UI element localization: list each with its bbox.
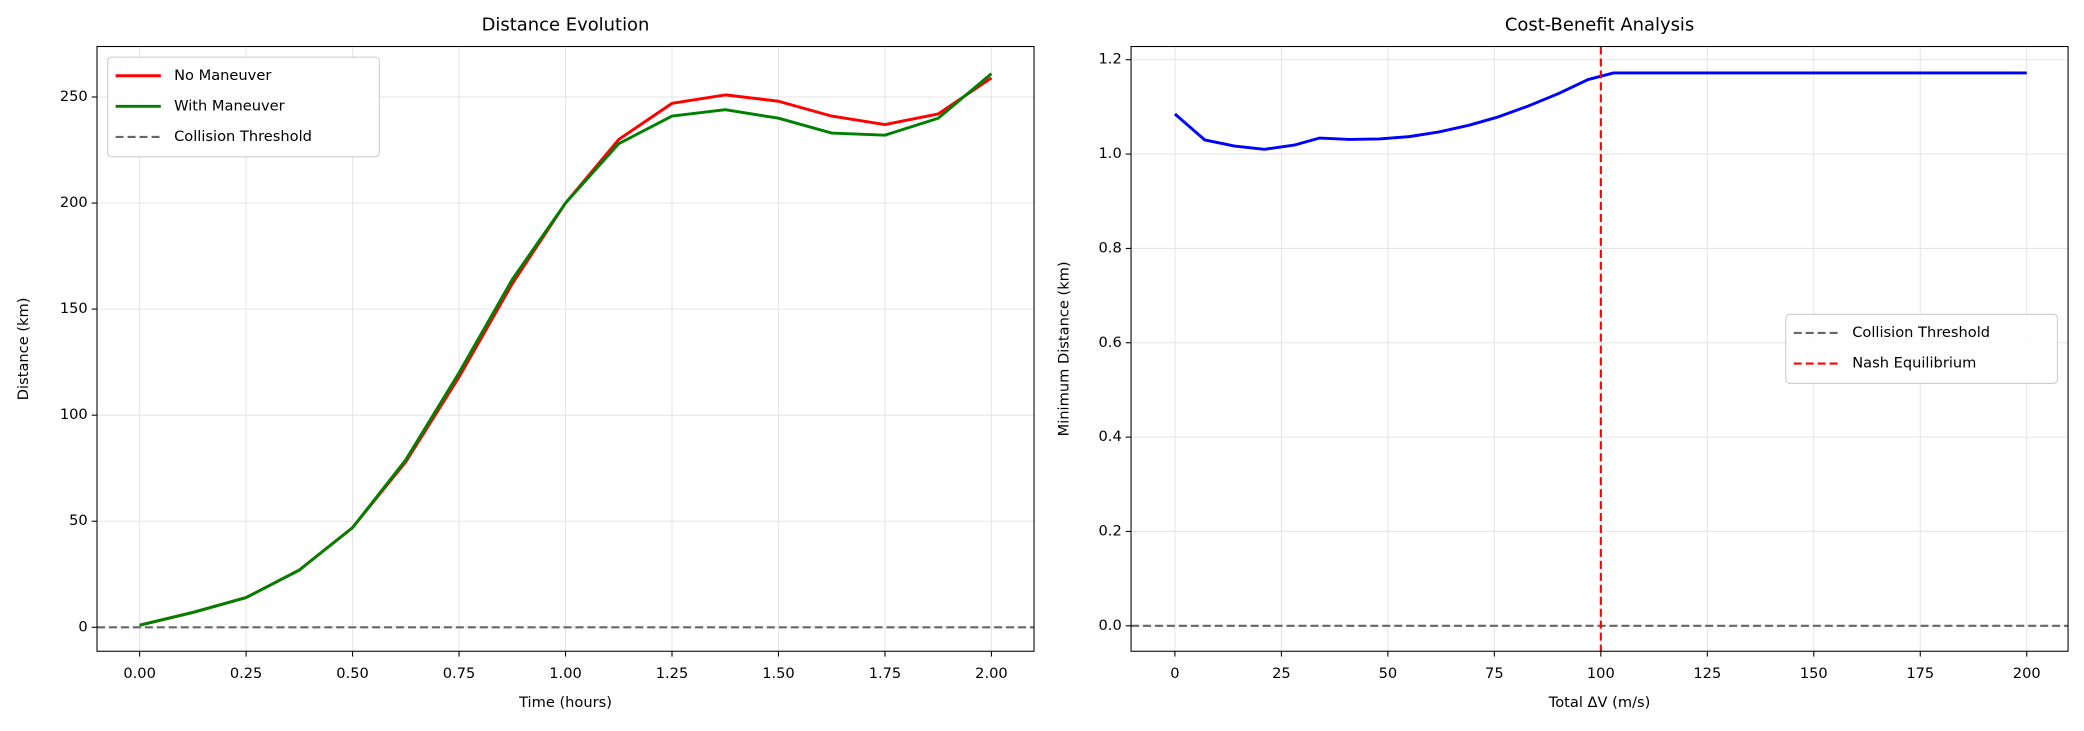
x-tick-label: 1.00 [549,665,582,682]
x-tick-label: 0.75 [443,665,476,682]
y-axis-label: Minimum Distance (km) [1056,261,1073,436]
y-tick-label: 0.6 [1099,334,1122,351]
legend-label: With Maneuver [174,97,285,114]
legend-label: Collision Threshold [1852,324,1990,341]
x-tick-label: 75 [1485,665,1504,682]
chart-title: Distance Evolution [482,14,650,35]
x-axis-label: Time (hours) [518,694,612,711]
x-tick-label: 100 [1587,665,1615,682]
x-tick-label: 1.25 [656,665,689,682]
legend-box [1785,313,2058,384]
y-tick-label: 100 [60,406,88,423]
y-tick-label: 1.2 [1099,51,1122,68]
y-tick-label: 1.0 [1099,145,1122,162]
x-axis-label: Total ΔV (m/s) [1548,694,1651,711]
legend-label: No Maneuver [174,67,271,84]
y-tick-label: 0.4 [1099,428,1122,445]
x-tick-label: 2.00 [975,665,1008,682]
y-tick-label: 150 [60,300,88,317]
axes-frame [1130,45,2069,652]
y-tick-label: 0.0 [1099,617,1122,634]
legend-label: Collision Threshold [174,128,312,145]
legend: No Maneuver With Maneuver Collision Thresh… [107,56,380,158]
x-tick-label: 0.50 [336,665,369,682]
y-tick-label: 0.8 [1099,239,1122,256]
x-tick-label: 150 [1800,665,1828,682]
x-tick-label: 125 [1693,665,1721,682]
legend-label: Nash Equilibrium [1852,355,1976,372]
x-tick-label: 1.50 [762,665,795,682]
y-tick-label: 0.2 [1099,522,1122,539]
chart-title: Cost-Benefit Analysis [1505,14,1694,35]
x-tick-label: 25 [1272,665,1291,682]
x-tick-label: 200 [2013,665,2041,682]
legend: Collision Threshold Nash Equilibrium [1785,313,2058,384]
legend-box [107,56,380,158]
x-tick-label: 1.75 [869,665,902,682]
y-tick-label: 200 [60,194,88,211]
data-line [1173,71,2027,151]
x-tick-label: 175 [1906,665,1934,682]
y-tick-label: 0 [78,618,87,635]
x-tick-label: 0.25 [230,665,263,682]
x-tick-label: 0 [1170,665,1179,682]
y-tick-label: 50 [69,512,88,529]
x-tick-label: 50 [1379,665,1398,682]
data-line [139,72,993,627]
y-tick-label: 250 [60,88,88,105]
y-axis-label: Distance (km) [15,298,32,401]
x-tick-label: 0.00 [123,665,156,682]
axes-frame [96,45,1035,652]
